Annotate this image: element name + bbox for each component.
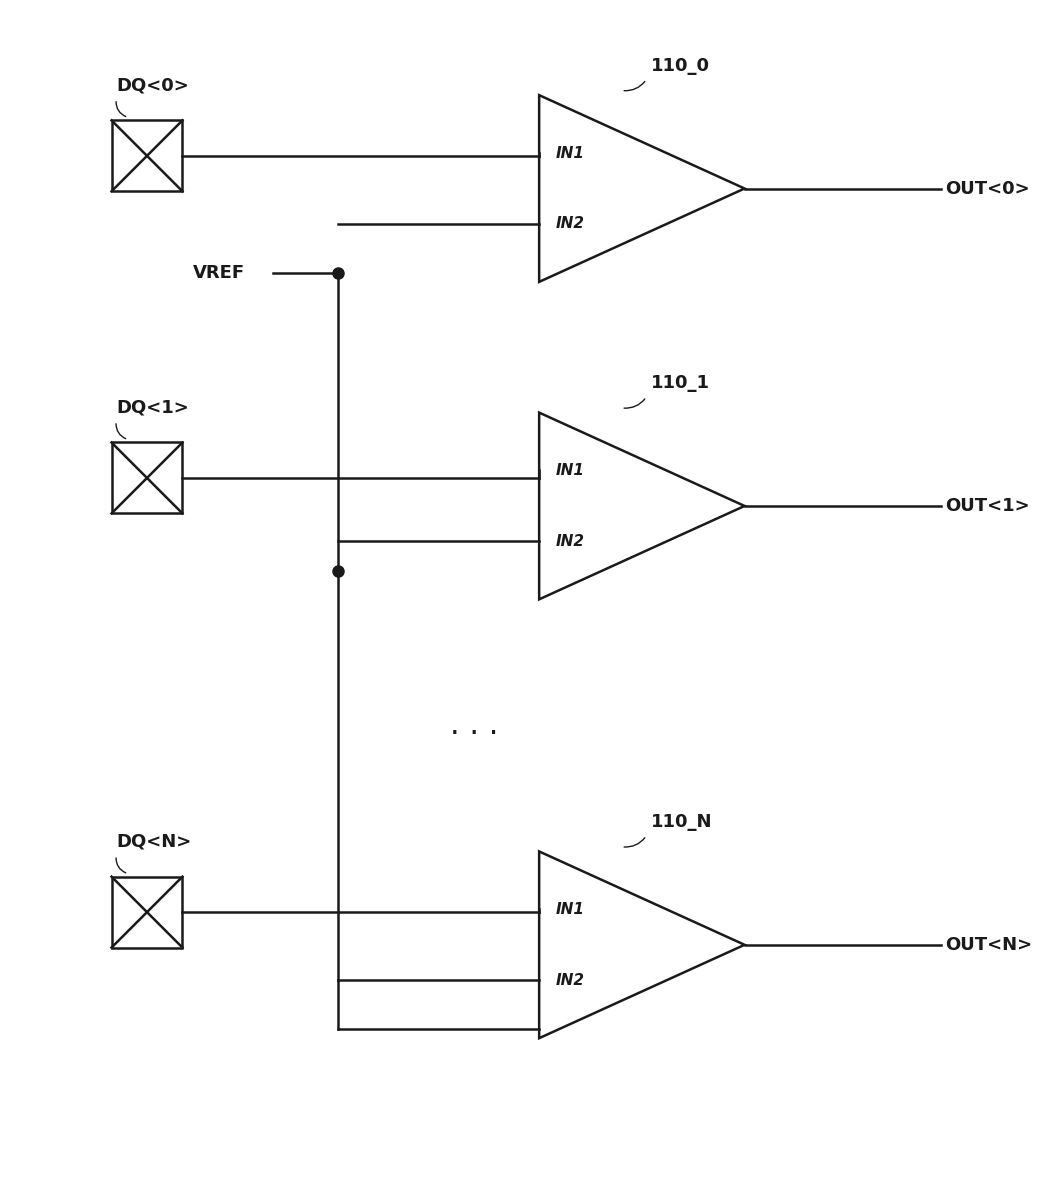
Text: IN1: IN1 (556, 902, 585, 917)
Text: DQ<N>: DQ<N> (116, 833, 192, 851)
Text: 110_1: 110_1 (651, 374, 710, 392)
Text: OUT<N>: OUT<N> (945, 936, 1033, 953)
Text: . . .: . . . (450, 710, 498, 740)
Text: DQ<1>: DQ<1> (116, 399, 189, 417)
Text: 110_N: 110_N (651, 813, 712, 831)
Text: IN2: IN2 (556, 216, 585, 231)
Text: IN1: IN1 (556, 145, 585, 160)
Bar (112, 442, 183, 513)
Text: IN2: IN2 (556, 533, 585, 549)
Text: IN1: IN1 (556, 463, 585, 478)
Text: 110_0: 110_0 (651, 57, 710, 74)
Bar (112, 877, 183, 948)
Text: IN2: IN2 (556, 972, 585, 988)
Text: OUT<0>: OUT<0> (945, 179, 1029, 197)
Text: OUT<1>: OUT<1> (945, 497, 1029, 514)
Text: DQ<0>: DQ<0> (116, 77, 189, 94)
Text: VREF: VREF (193, 263, 245, 282)
Bar (112, 120, 183, 191)
